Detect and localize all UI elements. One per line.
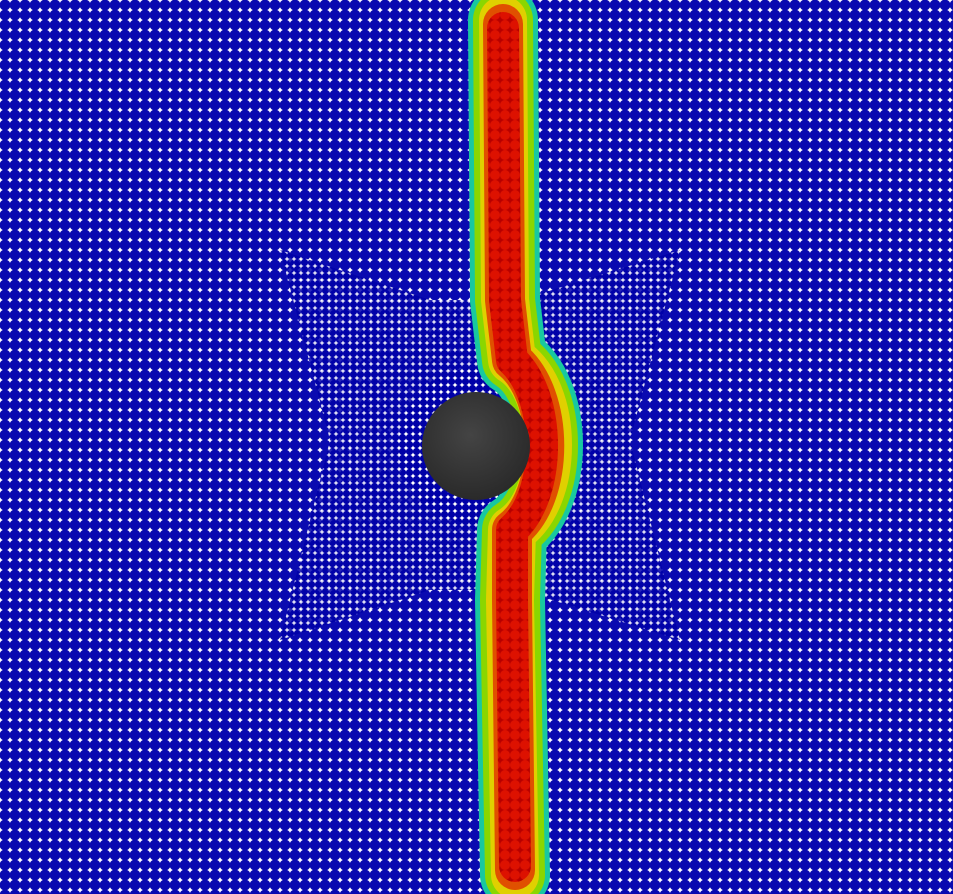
fracture-band [468,0,583,894]
rigid-disk [422,392,530,500]
